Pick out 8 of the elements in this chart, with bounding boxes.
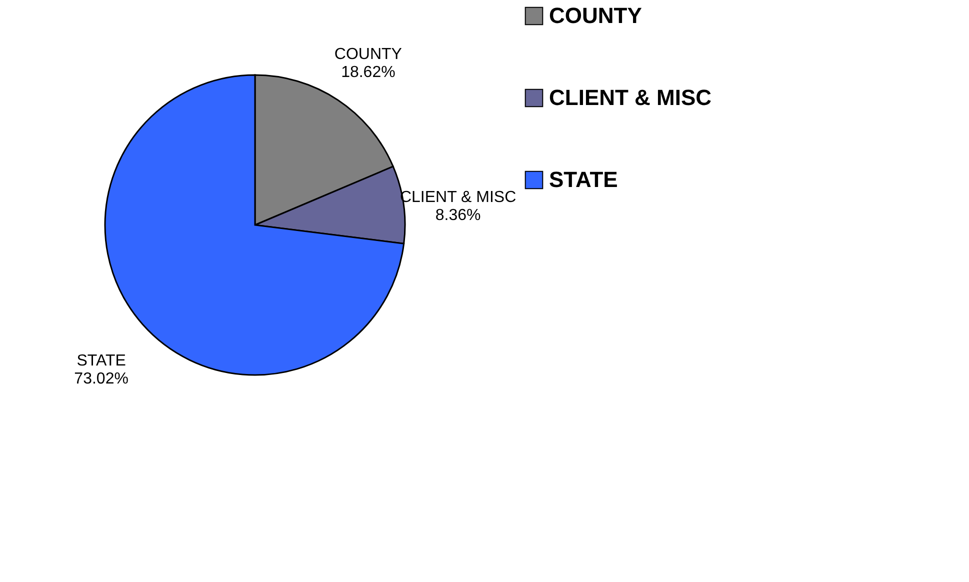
data-label: 18.62% — [341, 64, 396, 82]
slice-label: STATE — [76, 352, 126, 370]
legend-label: CLIENT & MISC — [549, 85, 712, 110]
data-label: 73.02% — [74, 370, 128, 388]
slice-label: COUNTY — [334, 46, 402, 64]
data-label: 8.36% — [435, 206, 481, 224]
legend-label: COUNTY — [549, 3, 642, 28]
legend-label: STATE — [549, 167, 618, 192]
